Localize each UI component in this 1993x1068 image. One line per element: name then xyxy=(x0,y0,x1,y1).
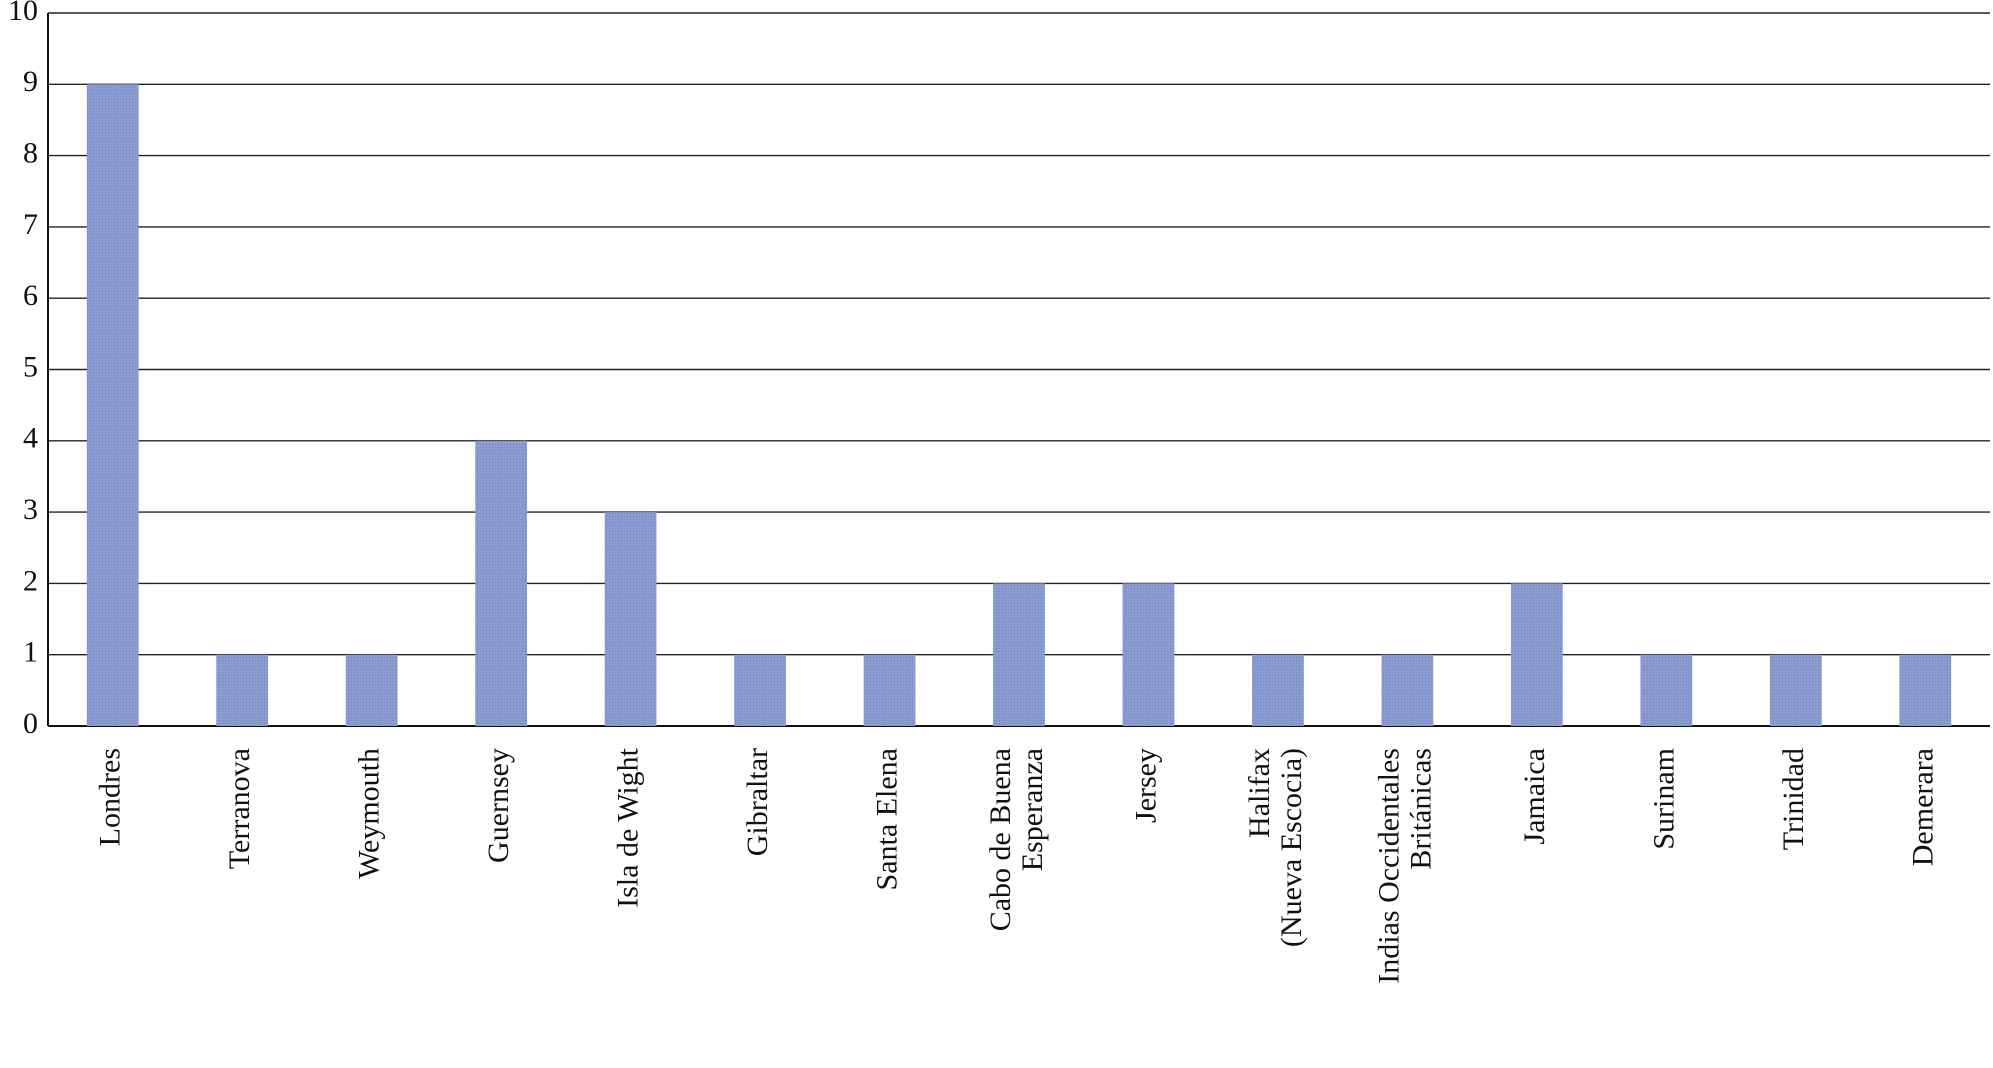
x-tick-label: Demerara xyxy=(1906,748,1939,866)
y-tick-label: 3 xyxy=(23,493,38,526)
x-tick-label: Guernsey xyxy=(482,748,515,863)
y-tick-label: 2 xyxy=(23,564,38,597)
bar xyxy=(1510,583,1563,726)
x-tick-label: Indias OccidentalesBritánicas xyxy=(1372,748,1437,984)
x-tick-label: Jamaica xyxy=(1518,748,1551,845)
bar xyxy=(345,654,398,726)
y-tick-label: 9 xyxy=(23,65,38,98)
bar xyxy=(993,583,1045,726)
x-tick-label: Londres xyxy=(94,748,127,846)
x-tick-label: Isla de Wight xyxy=(611,747,644,908)
x-tick-label: Surinam xyxy=(1647,748,1680,850)
x-tick-label: Halifax(Nueva Escocia) xyxy=(1243,748,1308,947)
x-tick-label: Jersey xyxy=(1129,748,1162,823)
x-tick-label: Gibraltar xyxy=(741,748,774,856)
y-tick-label: 7 xyxy=(23,208,38,241)
bar xyxy=(475,440,528,726)
y-tick-label: 10 xyxy=(8,0,38,27)
bar xyxy=(1640,654,1693,726)
bar xyxy=(863,654,916,726)
bar xyxy=(1899,654,1952,726)
bar xyxy=(216,654,269,726)
y-tick-label: 0 xyxy=(23,707,38,740)
y-tick-label: 6 xyxy=(23,279,38,312)
x-tick-label: Cabo de BuenaEsperanza xyxy=(984,748,1049,931)
bar xyxy=(1381,654,1434,726)
x-tick-label: Santa Elena xyxy=(870,748,903,890)
bar xyxy=(86,84,139,727)
x-tick-label: Weymouth xyxy=(353,748,386,879)
y-tick-label: 5 xyxy=(23,350,38,383)
bar xyxy=(1122,583,1175,726)
x-tick-label: Terranova xyxy=(223,748,256,869)
y-tick-label: 4 xyxy=(23,422,38,455)
bar xyxy=(734,654,786,726)
bar xyxy=(1769,654,1822,726)
bar xyxy=(1252,654,1304,726)
bar xyxy=(604,512,657,726)
y-tick-label: 8 xyxy=(23,136,38,169)
x-tick-label: Trinidad xyxy=(1777,748,1810,850)
y-tick-label: 1 xyxy=(23,636,38,669)
